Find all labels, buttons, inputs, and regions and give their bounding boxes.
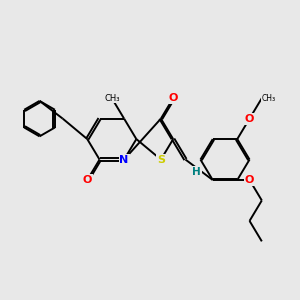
Text: S: S bbox=[157, 154, 165, 164]
Text: H: H bbox=[192, 167, 201, 177]
Text: O: O bbox=[169, 93, 178, 103]
Text: O: O bbox=[245, 114, 254, 124]
Text: O: O bbox=[82, 175, 92, 185]
Text: CH₃: CH₃ bbox=[262, 94, 276, 103]
Text: CH₃: CH₃ bbox=[104, 94, 120, 103]
Text: O: O bbox=[245, 175, 254, 185]
Text: N: N bbox=[119, 154, 129, 164]
